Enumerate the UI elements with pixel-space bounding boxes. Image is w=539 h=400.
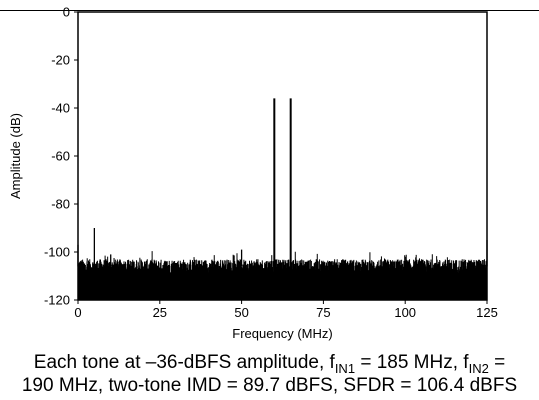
x-tick-label: 100 [394,305,416,320]
y-axis-label: Amplitude (dB) [8,113,23,199]
caption-sub-in2: IN2 [468,360,489,376]
y-tick-label: -40 [51,101,70,116]
caption-line-2: 190 MHz, two-tone IMD = 89.7 dBFS, SFDR … [21,375,518,396]
plot-area-frame [77,11,488,301]
caption-sub-in1: IN1 [334,360,356,376]
x-tick-label: 125 [476,305,498,320]
y-tick-label: -20 [51,53,70,68]
y-tick-label: -60 [51,149,70,164]
caption-line-1: Each tone at –36-dBFS amplitude, fIN1 = … [0,352,539,376]
caption-text-b: = 185 MHz, f [355,352,469,373]
x-axis-ticks: 0 25 50 75 100 125 [74,300,498,320]
x-tick-label: 50 [234,305,248,320]
x-tick-label: 75 [316,305,330,320]
x-tick-label: 0 [74,305,81,320]
caption-text-c: = [488,352,506,373]
y-tick-label: -120 [44,293,70,308]
spectrum-trace [77,251,488,300]
y-tick-label: -80 [51,197,70,212]
x-axis-label: Frequency (MHz) [232,326,332,341]
spectrum-peaks [77,98,488,267]
y-tick-label: 0 [63,5,70,20]
caption-text-a: Each tone at –36-dBFS amplitude, f [33,352,335,373]
spectrum-chart: 0 -20 -40 -60 -80 -100 -120 0 25 50 75 100 125 Ampl… [8,5,498,342]
y-axis-ticks: 0 -20 -40 -60 -80 -100 -120 [44,5,78,308]
top-rule [0,10,539,11]
y-tick-label: -100 [44,245,70,260]
x-tick-label: 25 [153,305,167,320]
